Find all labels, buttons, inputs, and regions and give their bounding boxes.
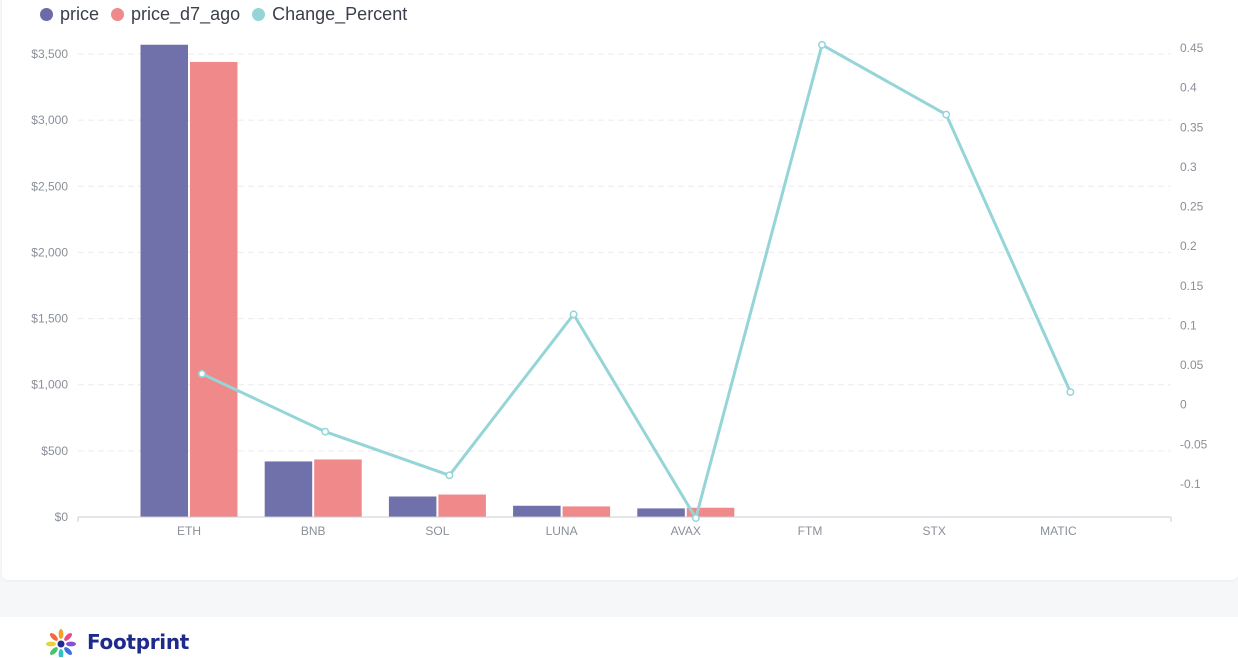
- bar-price-d7-ago: [314, 459, 362, 517]
- y-right-tick-label: 0.4: [1180, 81, 1197, 95]
- y-left-tick-label: $500: [41, 444, 68, 458]
- x-tick-label: SOL: [425, 524, 449, 538]
- legend-label-price-d7-ago: price_d7_ago: [131, 3, 241, 24]
- x-tick-label: BNB: [301, 524, 326, 538]
- legend-item-price-d7-ago[interactable]: price_d7_ago: [111, 4, 240, 25]
- point-change-percent: [818, 40, 826, 49]
- footprint-brand-name: Footprint: [87, 630, 190, 654]
- y-right-tick-label: 0.15: [1180, 279, 1204, 293]
- point-change-percent: [942, 110, 951, 119]
- y-right-tick-label: 0.3: [1180, 160, 1197, 174]
- point-change-percent: [1066, 388, 1075, 396]
- legend-swatch-change-percent: [252, 7, 266, 21]
- y-left-tick-label: $1,000: [31, 378, 68, 392]
- legend-item-change-percent[interactable]: Change_Percent: [252, 4, 407, 25]
- bar-price-d7-ago: [438, 494, 486, 517]
- bar-price: [140, 44, 188, 518]
- y-left-tick-label: $1,500: [31, 312, 68, 326]
- bar-price-d7-ago: [190, 61, 238, 518]
- y-left-tick-label: $3,500: [31, 47, 68, 61]
- y-left-tick-label: $0: [55, 510, 69, 524]
- y-left-tick-label: $2,500: [31, 179, 68, 193]
- combo-chart: $0 $500 $1,000 $1,500 $2,000 $2,500 $3,000 $3,5…: [31, 40, 1208, 538]
- y-left-tick-label: $3,000: [31, 113, 68, 127]
- y-right-tick-label: 0.35: [1180, 120, 1204, 134]
- x-tick-label: LUNA: [546, 524, 578, 538]
- y-right-tick-label: 0: [1180, 398, 1187, 412]
- y-left-tick-label: $2,000: [31, 245, 68, 259]
- point-change-percent: [321, 427, 330, 436]
- footprint-brand[interactable]: Footprint: [40, 627, 189, 657]
- point-change-percent: [569, 310, 578, 319]
- footprint-logo-icon: [46, 629, 76, 657]
- y-right-tick-label: -0.05: [1180, 437, 1208, 451]
- point-change-percent: [691, 514, 700, 523]
- point-change-percent: [198, 369, 206, 378]
- footer-bar: Footprint: [0, 617, 1238, 658]
- y-right-tick-label: 0.2: [1180, 239, 1197, 253]
- y-right-tick-label: 0.1: [1180, 318, 1197, 332]
- x-tick-label: STX: [923, 524, 946, 538]
- legend-label-price: price: [60, 3, 100, 24]
- bar-price-d7-ago: [562, 506, 611, 517]
- y-right-tick-label: 0.25: [1180, 200, 1204, 214]
- y-right-tick-label: 0.45: [1180, 41, 1204, 55]
- legend-swatch-price-d7-ago: [111, 7, 125, 21]
- y-right-tick-label: 0.05: [1180, 358, 1204, 372]
- x-tick-label: FTM: [798, 524, 823, 538]
- x-tick-label: MATIC: [1040, 524, 1077, 538]
- bar-price: [513, 505, 561, 517]
- x-tick-label: ETH: [177, 524, 201, 538]
- legend-label-change-percent: Change_Percent: [272, 3, 408, 24]
- bar-price-d7-ago: [686, 507, 735, 517]
- bar-price: [637, 508, 685, 517]
- bar-price: [264, 461, 313, 517]
- y-right-tick-label: -0.1: [1180, 477, 1201, 491]
- legend-item-price[interactable]: price: [40, 4, 99, 25]
- point-change-percent: [445, 471, 454, 480]
- line-change-percent: [201, 43, 1072, 520]
- bar-price: [388, 496, 437, 517]
- legend-swatch-price: [40, 7, 53, 21]
- x-tick-label: AVAX: [671, 524, 701, 538]
- chart-legend: price price_d7_ago Change_Percent: [40, 3, 407, 25]
